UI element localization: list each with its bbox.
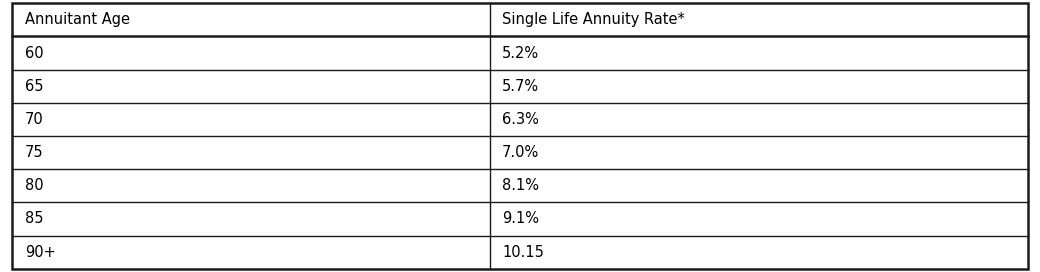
Text: 85: 85 [25,211,44,227]
Text: 10.15: 10.15 [502,245,544,260]
Text: 70: 70 [25,112,44,127]
Text: Single Life Annuity Rate*: Single Life Annuity Rate* [502,12,685,27]
Text: 65: 65 [25,79,44,94]
Text: 8.1%: 8.1% [502,178,539,193]
Text: 5.2%: 5.2% [502,45,539,61]
Text: 5.7%: 5.7% [502,79,539,94]
Text: 7.0%: 7.0% [502,145,540,160]
Text: 9.1%: 9.1% [502,211,539,227]
Text: 6.3%: 6.3% [502,112,539,127]
Text: 75: 75 [25,145,44,160]
Text: Annuitant Age: Annuitant Age [25,12,130,27]
Text: 90+: 90+ [25,245,56,260]
Text: 60: 60 [25,45,44,61]
Text: 80: 80 [25,178,44,193]
